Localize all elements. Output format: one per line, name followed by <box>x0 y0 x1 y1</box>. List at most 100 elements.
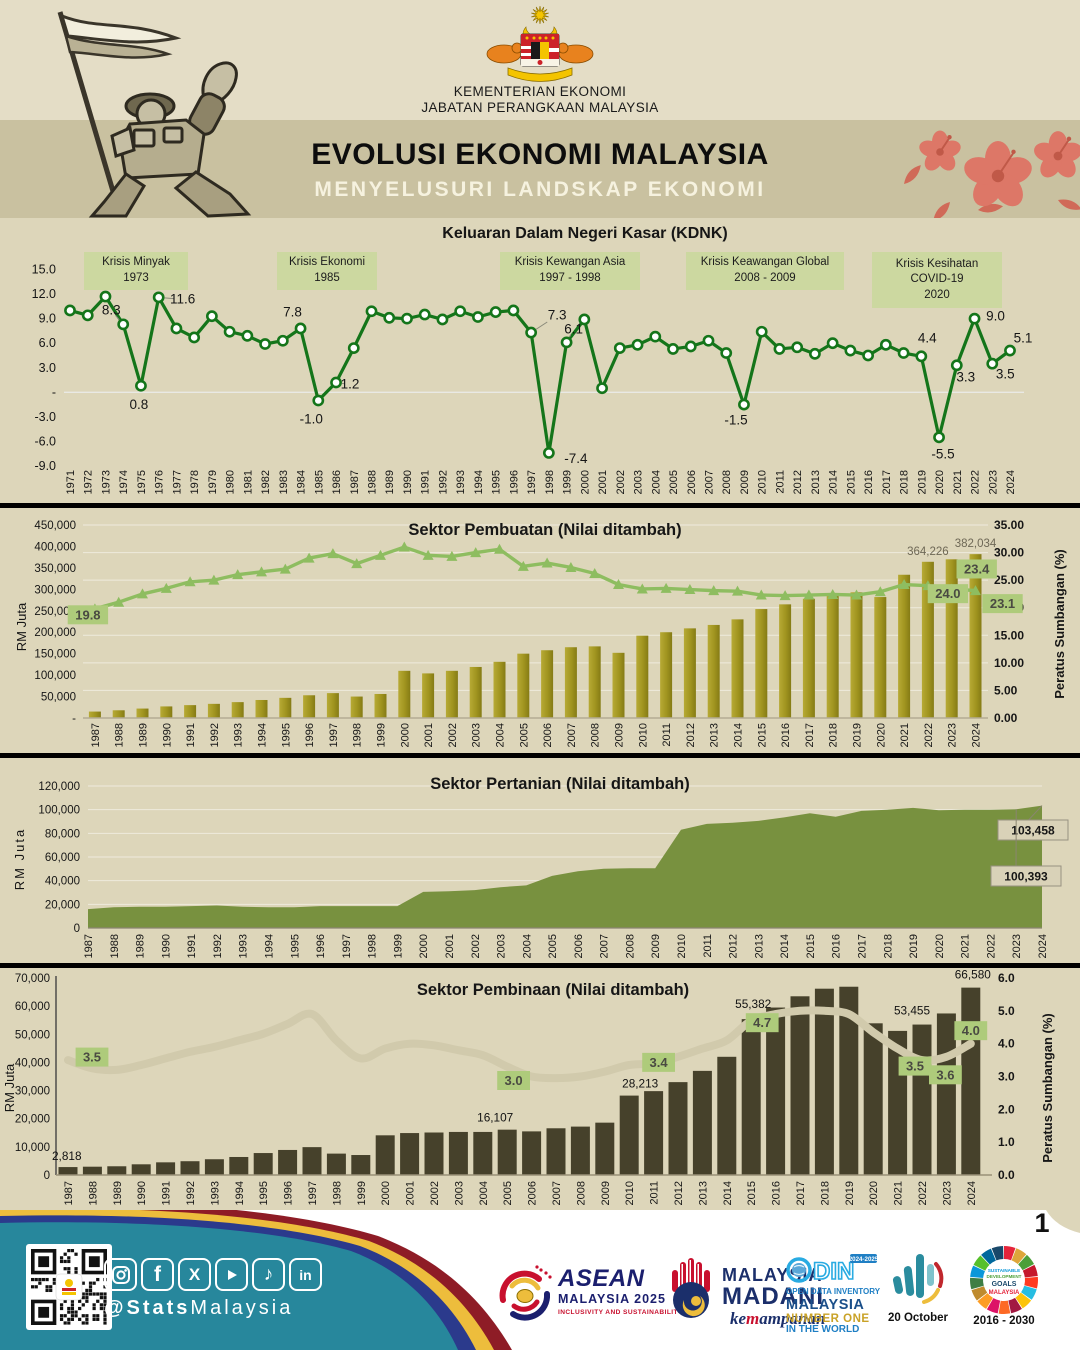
construction-bar <box>229 1156 249 1175</box>
x-axis-year-label: 1980 <box>225 470 237 494</box>
footer-teal-shape <box>0 1222 458 1350</box>
x-axis-year-label: 2012 <box>673 1181 685 1205</box>
x-axis-year-label: 1993 <box>238 934 250 958</box>
data-point <box>418 308 431 321</box>
point-value-label: -7.4 <box>564 451 588 466</box>
linkedin-icon[interactable]: in <box>289 1258 322 1291</box>
x-axis-year-label: 2009 <box>614 723 626 747</box>
y-axis-tick-left: 10,000 <box>15 1142 50 1154</box>
bar-value-label: 2,818 <box>52 1149 82 1163</box>
youtube-icon[interactable] <box>215 1258 248 1291</box>
x-axis-year-label: 2018 <box>828 723 840 747</box>
construction-bar <box>156 1162 176 1175</box>
y-axis-tick-right: 5.0 <box>998 1004 1015 1018</box>
data-point <box>560 336 573 349</box>
x-axis-year-label: 2014 <box>722 1181 734 1205</box>
x-axis-year-label: 2002 <box>447 723 459 747</box>
data-point <box>613 579 624 590</box>
x-icon[interactable]: X <box>178 1258 211 1291</box>
construction-bar <box>424 1132 444 1175</box>
construction-bar <box>839 986 859 1175</box>
data-point <box>631 338 644 351</box>
y-axis-tick: 60,000 <box>45 852 80 864</box>
manufacturing-bar <box>231 702 244 718</box>
y-axis-tick-left: 30,000 <box>15 1086 50 1098</box>
x-axis-year-label: 1997 <box>307 1181 319 1205</box>
x-axis-year-label: 2000 <box>399 723 411 747</box>
data-point <box>826 337 839 350</box>
callout-value: 103,458 <box>1011 824 1055 838</box>
svg-text:3.5: 3.5 <box>83 1050 101 1065</box>
y-axis-tick-left: 50,000 <box>41 692 76 704</box>
data-point <box>720 347 733 359</box>
construction-bar <box>766 1007 786 1175</box>
point-value-label: 4.4 <box>918 330 937 345</box>
manufacturing-bar <box>898 574 911 718</box>
x-axis-year-label: 2020 <box>934 934 946 958</box>
x-axis-year-label: 1995 <box>289 934 301 958</box>
manufacturing-bar <box>588 646 601 718</box>
hibiscus-decoration <box>904 130 1080 218</box>
point-value-label: 7.3 <box>548 308 567 323</box>
x-axis-year-label: 2001 <box>444 934 456 958</box>
hibiscus-leaf <box>1058 199 1080 210</box>
svg-text:3.0: 3.0 <box>505 1073 523 1088</box>
sdg-segment <box>1004 1246 1016 1261</box>
sdg-segment <box>986 1298 1001 1314</box>
manufacturing-bar <box>541 650 554 718</box>
data-point <box>684 584 696 595</box>
y-axis-tick-right: 1.0 <box>998 1135 1015 1149</box>
data-point <box>755 589 767 600</box>
data-point <box>81 309 94 322</box>
x-axis-year-label: 2004 <box>521 934 533 958</box>
x-axis-year-label: 1999 <box>376 723 388 747</box>
x-axis-year-label: 2003 <box>633 470 645 494</box>
x-axis-year-label: 1997 <box>341 934 353 958</box>
x-axis-year-label: 1973 <box>100 470 112 494</box>
data-point <box>446 550 458 561</box>
x-axis-year-label: 1995 <box>280 723 292 747</box>
x-axis-year-label: 2011 <box>702 934 714 958</box>
y-axis-tick-left: 150,000 <box>34 649 76 661</box>
x-axis-year-label: 2005 <box>502 1181 514 1205</box>
sdg-segment <box>981 1248 996 1265</box>
facebook-icon[interactable]: f <box>141 1258 174 1291</box>
x-axis-year-label: 2012 <box>792 470 804 494</box>
instagram-icon[interactable] <box>104 1258 137 1291</box>
manufacturing-bar <box>850 592 863 718</box>
data-point <box>375 549 386 560</box>
handle-bold: @Stats <box>104 1297 191 1319</box>
x-axis-year-label: 1989 <box>138 723 150 747</box>
y-axis-tick: 15.0 <box>32 263 56 277</box>
x-axis-year-label: 1996 <box>508 470 520 494</box>
construction-bar <box>814 988 834 1175</box>
x-axis-year-label: 1996 <box>315 934 327 958</box>
crisis-annotation: Krisis Ekonomi 1985 <box>277 252 377 290</box>
manufacturing-bar <box>207 703 220 718</box>
svg-text:3.5: 3.5 <box>906 1059 924 1074</box>
social-handle[interactable]: @StatsMalaysia <box>104 1297 293 1320</box>
separator-3 <box>0 963 1080 968</box>
data-point <box>208 574 220 585</box>
point-value-label: -1.0 <box>300 412 323 427</box>
x-axis-year-label: 2014 <box>828 470 840 494</box>
x-axis-year-label: 2009 <box>650 934 662 958</box>
sdg-segment <box>1021 1285 1037 1300</box>
manufacturing-bar <box>802 598 815 718</box>
manufacturing-bar <box>707 624 720 718</box>
construction-bar <box>375 1135 395 1175</box>
x-axis-year-label: 2018 <box>882 934 894 958</box>
x-axis-year-label: 1996 <box>304 723 316 747</box>
x-axis-year-label: 2001 <box>423 723 435 747</box>
x-axis-year-label: 2021 <box>899 723 911 747</box>
x-axis-year-label: 1977 <box>171 470 183 494</box>
sdg-segment <box>969 1277 984 1290</box>
data-point <box>99 290 112 303</box>
manufacturing-bar <box>755 609 768 718</box>
qr-code <box>26 1244 112 1330</box>
hibiscus-flower <box>919 130 961 171</box>
x-axis-year-label: 1994 <box>234 1181 246 1205</box>
tiktok-icon[interactable]: ♪ <box>252 1258 285 1291</box>
page-title: EVOLUSI EKONOMI MALAYSIA <box>311 138 769 171</box>
y-axis-tick-right: 3.0 <box>998 1070 1015 1084</box>
